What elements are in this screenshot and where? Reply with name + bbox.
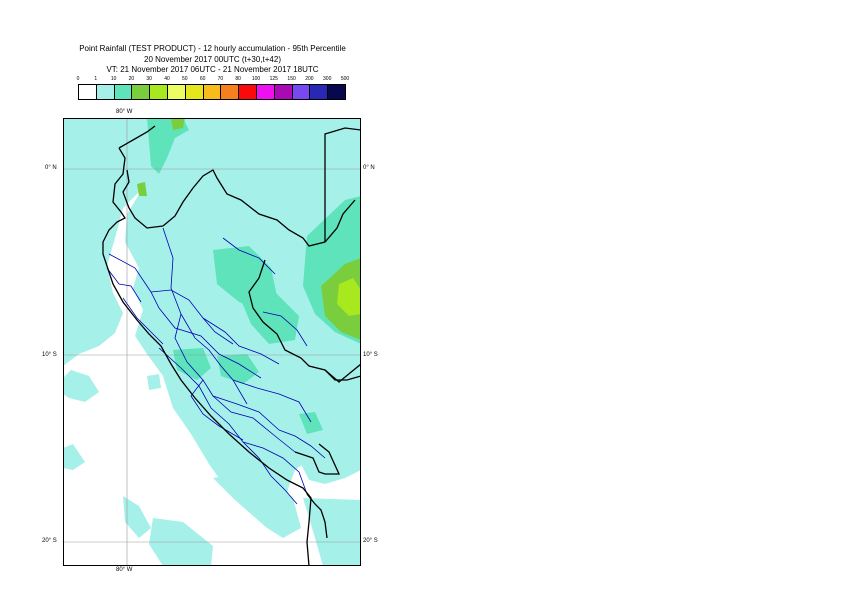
legend-threshold-label: 40	[164, 76, 170, 82]
run-time-label: 20 November 2017 00UTC (t+30,t+42)	[144, 55, 281, 64]
legend-swatch	[113, 84, 133, 100]
legend-threshold-label: 50	[182, 76, 188, 82]
rain-patch-central-2	[241, 294, 299, 344]
lat-label-right-10: 10° S	[363, 352, 378, 358]
legend-threshold-label: 70	[217, 76, 224, 82]
lat-label-right-20: 20° S	[363, 538, 378, 544]
legend-swatch	[78, 84, 97, 100]
colombia-brazil-border	[324, 127, 361, 242]
lon-label-bottom: 80° W	[116, 567, 133, 573]
peru-brazil-border	[248, 259, 361, 381]
legend-threshold-label: 30	[146, 76, 152, 82]
lat-label-left-0: 0° N	[45, 165, 57, 171]
rain-patch-andes-1	[173, 348, 211, 380]
legend-swatch	[149, 84, 168, 100]
rain-patch-offshore-2	[147, 374, 161, 390]
peru-northern-border	[162, 169, 356, 247]
rain-patch-andes-3	[299, 412, 323, 434]
rain-patch-north	[147, 118, 189, 174]
rain-patch-southern-interior	[213, 470, 301, 538]
legend-swatch	[184, 84, 204, 100]
valid-time-label: VT: 21 November 2017 06UTC - 21 November…	[106, 65, 319, 74]
colombia-coast	[118, 125, 156, 149]
ecuador-coast	[122, 169, 164, 229]
legend-swatch	[95, 84, 115, 100]
rain-patch-andes-2	[217, 354, 259, 384]
rain-patch-heavy-north	[171, 118, 185, 130]
legend-threshold-label: 500	[340, 76, 350, 82]
chart-title: Point Rainfall (TEST PRODUCT) - 12 hourl…	[79, 44, 346, 53]
rain-patch-offshore-3	[63, 444, 85, 470]
lake-titicaca	[294, 443, 341, 475]
lat-label-right-0: 0° N	[363, 165, 375, 171]
legend-swatch	[238, 84, 257, 100]
legend-threshold-label: 60	[199, 76, 206, 82]
legend-swatch	[273, 84, 293, 100]
rain-patch-offshore-4	[123, 496, 151, 538]
legend-threshold-label: 100	[251, 76, 261, 82]
legend-threshold-label: 10	[110, 76, 117, 82]
lat-label-left-20: 20° S	[42, 538, 57, 544]
legend-swatch	[256, 84, 275, 100]
legend-threshold-label: 150	[287, 76, 296, 82]
graticule	[63, 118, 361, 566]
legend-swatch	[167, 84, 186, 100]
rain-30-40-fields	[337, 278, 361, 316]
rain-patch-far-south	[303, 498, 361, 566]
legend-swatch	[131, 84, 151, 100]
legend-threshold-label: 200	[305, 76, 314, 82]
rain-patch-central	[213, 246, 277, 312]
legend-threshold-label: 125	[269, 76, 278, 82]
lon-label-top: 80° W	[116, 109, 133, 115]
legend-swatch	[327, 84, 346, 100]
rainfall-map	[63, 118, 361, 566]
coastline-and-borders	[102, 125, 361, 566]
legend-swatch	[291, 84, 311, 100]
lat-label-left-10: 10° S	[42, 352, 57, 358]
rain-patch-heavy-coast	[137, 182, 147, 196]
legend-swatch	[309, 84, 329, 100]
legend-threshold-label: 80	[235, 76, 241, 82]
legend-threshold-label: 1	[94, 76, 98, 82]
rain-patch-offshore-1	[63, 370, 99, 402]
peru-chile-border	[306, 493, 328, 539]
legend-threshold-label: 20	[128, 76, 135, 82]
legend-swatch	[220, 84, 240, 100]
map-frame	[63, 118, 361, 566]
legend-swatch	[202, 84, 222, 100]
legend-threshold-label: 300	[323, 76, 332, 82]
coastline	[102, 147, 312, 566]
legend-threshold-label: 0	[76, 76, 80, 82]
rain-patch-peak-east	[337, 278, 361, 316]
rain-1-10-fields	[63, 118, 361, 566]
admin-boundaries	[106, 227, 326, 505]
bolivia-border-north	[324, 363, 361, 383]
